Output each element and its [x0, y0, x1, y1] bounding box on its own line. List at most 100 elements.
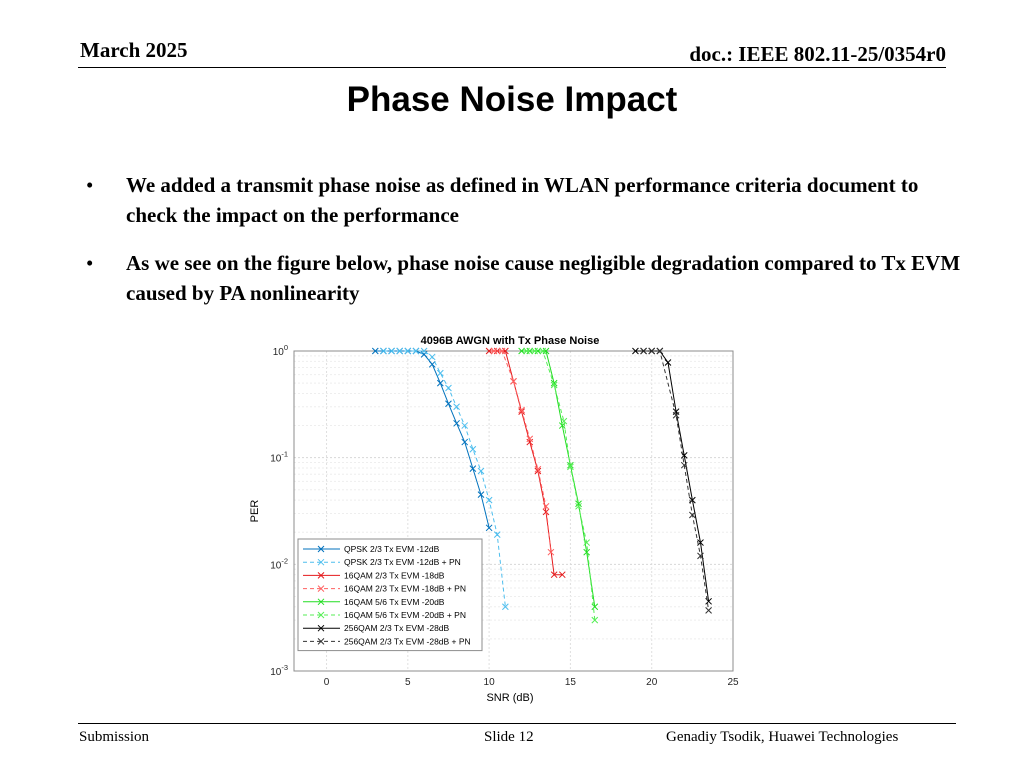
data-point-stroke	[539, 347, 547, 355]
data-point	[317, 572, 325, 579]
legend-entry: 16QAM 5/6 Tx EVM -20dB	[303, 597, 445, 607]
data-point-stroke	[317, 558, 325, 566]
data-point-stroke	[436, 369, 444, 377]
series-path	[635, 350, 710, 602]
data-point-stroke	[317, 572, 325, 579]
x-tick-label: 10	[484, 677, 496, 688]
data-point-stroke	[420, 347, 428, 355]
data-point-stroke	[453, 419, 460, 427]
data-point-stroke	[485, 524, 493, 532]
data-point-stroke	[583, 539, 591, 546]
x-axis-label: SNR (dB)	[486, 692, 533, 704]
data-point-stroke	[550, 381, 558, 389]
data-point-stroke	[542, 347, 550, 355]
footer-slide-number: Slide 12	[484, 729, 534, 745]
data-point	[526, 438, 534, 446]
data-point	[477, 491, 485, 499]
x-tick-label: 15	[565, 677, 577, 688]
data-point-stroke	[705, 607, 712, 614]
legend-entry: 256QAM 2/3 Tx EVM -28dB	[303, 623, 450, 633]
data-point	[380, 347, 387, 355]
data-point-stroke	[461, 422, 469, 429]
legend-entry: 256QAM 2/3 Tx EVM -28dB + PN	[303, 636, 471, 646]
series-line	[380, 347, 509, 611]
data-point	[542, 502, 550, 510]
y-tick-base: 10	[270, 454, 282, 465]
data-point	[485, 347, 493, 355]
data-point	[502, 603, 509, 611]
y-tick-exponent: -2	[281, 556, 288, 565]
data-point-stroke	[498, 347, 506, 355]
data-point-stroke	[317, 638, 325, 645]
data-point-stroke	[469, 445, 477, 453]
legend-label: 16QAM 5/6 Tx EVM -20dB + PN	[344, 610, 466, 620]
legend-label: 16QAM 5/6 Tx EVM -20dB	[344, 597, 445, 607]
data-point-stroke	[550, 379, 558, 387]
data-point	[485, 524, 493, 532]
series-path	[526, 350, 596, 621]
data-point-stroke	[705, 597, 712, 605]
data-point-stroke	[404, 347, 412, 355]
data-point-stroke	[510, 377, 517, 385]
data-point-stroke	[469, 465, 477, 472]
data-point	[523, 347, 530, 355]
data-point-stroke	[428, 353, 436, 361]
chart-title: 4096B AWGN with Tx Phase Noise	[421, 335, 600, 347]
data-point-stroke	[317, 611, 325, 619]
data-point-stroke	[493, 531, 501, 538]
data-point	[518, 347, 525, 355]
plot-area-frame	[293, 350, 734, 672]
data-point	[317, 611, 325, 619]
data-point	[697, 552, 704, 560]
data-point	[317, 638, 325, 645]
data-point-stroke	[534, 465, 542, 473]
data-point	[485, 496, 493, 504]
data-point-stroke	[542, 508, 550, 516]
legend-entry: 16QAM 5/6 Tx EVM -20dB + PN	[303, 610, 466, 620]
data-point	[436, 369, 444, 377]
y-tick-label: 10-1	[270, 450, 288, 465]
data-point	[371, 347, 379, 355]
x-tick-label: 0	[324, 677, 330, 688]
data-point	[550, 571, 558, 579]
data-point	[428, 360, 436, 368]
per-chart-container: 0 5 10 15 20 25 100 10-1 10-2 10-3 4096B AWGN wit…	[240, 330, 760, 710]
data-point	[477, 467, 485, 475]
data-point-stroke	[477, 467, 485, 475]
data-point-stroke	[648, 347, 656, 355]
data-point	[531, 347, 538, 355]
data-point	[461, 422, 469, 429]
data-point-stroke	[656, 347, 664, 355]
data-point-stroke	[453, 403, 460, 411]
data-point	[469, 465, 477, 472]
bullet-text: We added a transmit phase noise as defin…	[126, 173, 919, 227]
data-point	[526, 435, 534, 443]
data-point	[490, 347, 498, 355]
legend-label: 16QAM 2/3 Tx EVM -18dB	[344, 570, 445, 580]
bullet-item: • We added a transmit phase noise as def…	[86, 170, 966, 230]
data-point-stroke	[688, 511, 696, 519]
x-tick-label: 5	[405, 677, 411, 688]
data-point-stroke	[445, 384, 452, 392]
header-divider	[78, 67, 946, 68]
y-tick-exponent: -1	[281, 450, 288, 459]
data-point-stroke	[697, 552, 704, 560]
data-point-stroke	[518, 406, 525, 414]
legend-label: 256QAM 2/3 Tx EVM -28dB	[344, 623, 450, 633]
data-point	[436, 379, 444, 387]
data-point-stroke	[518, 347, 525, 355]
data-point	[445, 400, 452, 408]
data-point	[567, 463, 574, 471]
data-point-stroke	[461, 438, 469, 446]
series-line	[490, 347, 555, 556]
y-tick-exponent: 0	[284, 343, 288, 352]
legend-label: QPSK 2/3 Tx EVM -12dB + PN	[344, 557, 461, 567]
data-point-stroke	[632, 347, 639, 355]
legend-entry: QPSK 2/3 Tx EVM -12dB + PN	[303, 557, 461, 567]
data-point-stroke	[380, 347, 387, 355]
data-point-stroke	[547, 548, 555, 556]
data-point-stroke	[550, 571, 558, 579]
data-point	[317, 598, 325, 606]
data-point	[672, 411, 680, 419]
